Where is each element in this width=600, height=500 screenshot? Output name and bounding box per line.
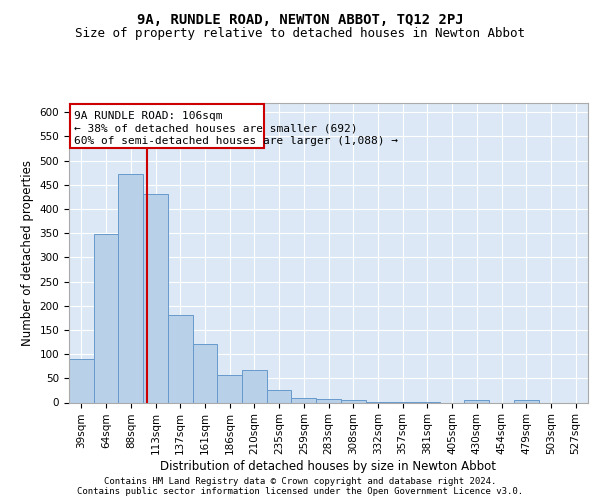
Bar <box>69 359 94 403</box>
Bar <box>242 370 267 402</box>
Text: Contains HM Land Registry data © Crown copyright and database right 2024.: Contains HM Land Registry data © Crown c… <box>104 477 496 486</box>
Bar <box>168 315 193 402</box>
FancyBboxPatch shape <box>70 104 264 148</box>
Text: 9A RUNDLE ROAD: 106sqm: 9A RUNDLE ROAD: 106sqm <box>74 110 223 120</box>
Y-axis label: Number of detached properties: Number of detached properties <box>21 160 34 346</box>
Bar <box>217 375 242 402</box>
Text: Size of property relative to detached houses in Newton Abbot: Size of property relative to detached ho… <box>75 28 525 40</box>
Text: 60% of semi-detached houses are larger (1,088) →: 60% of semi-detached houses are larger (… <box>74 136 398 145</box>
Bar <box>292 398 316 402</box>
Bar <box>341 400 365 402</box>
Bar <box>193 344 217 403</box>
Bar <box>316 398 341 402</box>
Text: Contains public sector information licensed under the Open Government Licence v3: Contains public sector information licen… <box>77 487 523 496</box>
Bar <box>94 234 118 402</box>
Text: ← 38% of detached houses are smaller (692): ← 38% of detached houses are smaller (69… <box>74 123 358 133</box>
X-axis label: Distribution of detached houses by size in Newton Abbot: Distribution of detached houses by size … <box>161 460 497 473</box>
Bar <box>464 400 489 402</box>
Bar <box>143 194 168 402</box>
Text: 9A, RUNDLE ROAD, NEWTON ABBOT, TQ12 2PJ: 9A, RUNDLE ROAD, NEWTON ABBOT, TQ12 2PJ <box>137 12 463 26</box>
Bar <box>514 400 539 402</box>
Bar <box>118 174 143 402</box>
Bar <box>267 390 292 402</box>
